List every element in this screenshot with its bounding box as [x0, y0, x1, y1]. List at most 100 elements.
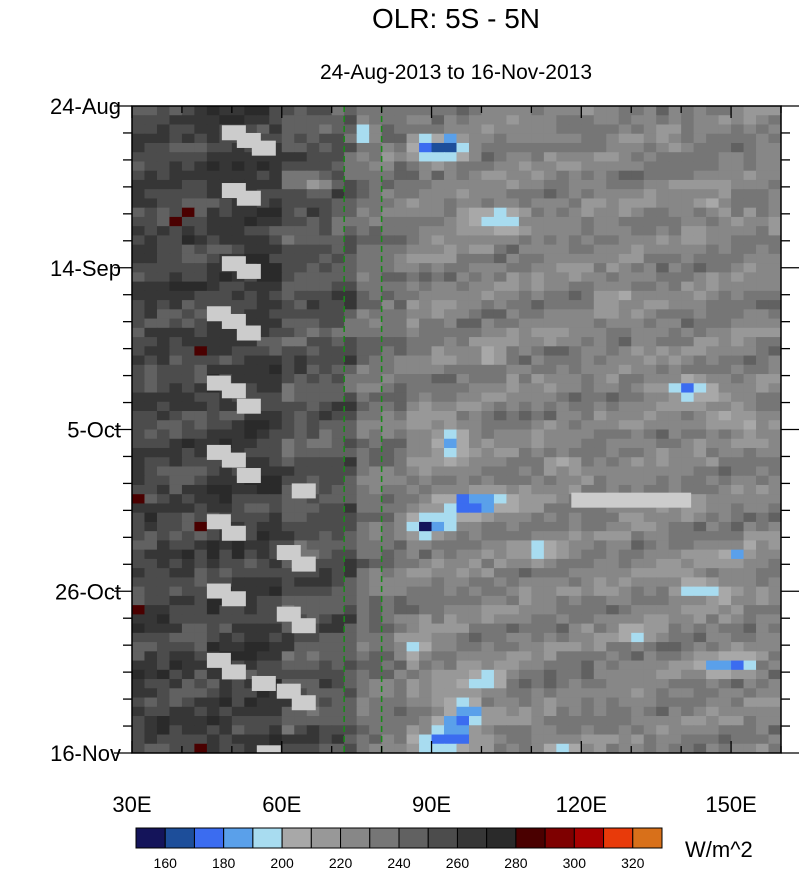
field-cell: [693, 475, 707, 486]
field-cell: [656, 272, 670, 283]
field-cell: [406, 429, 420, 440]
field-cell: [693, 716, 707, 726]
field-cell: [406, 540, 420, 551]
field-cell: [606, 235, 620, 246]
field-cell: [244, 577, 258, 588]
field-cell: [444, 651, 458, 662]
field-cell: [468, 401, 483, 412]
field-cell: [593, 651, 607, 662]
field-cell: [493, 438, 508, 449]
field-cell: [456, 253, 470, 264]
field-cell: [631, 281, 645, 292]
field-cell: [406, 300, 420, 310]
field-cell: [194, 170, 208, 181]
field-cell: [256, 235, 270, 246]
field-cell: [231, 697, 245, 708]
field-cell: [156, 263, 171, 273]
field-cell: [256, 216, 270, 227]
field-cell: [181, 364, 196, 375]
field-cell: [281, 300, 295, 310]
field-cell: [556, 152, 570, 163]
field-cell: [631, 226, 645, 236]
field-cell: [468, 364, 483, 375]
field-cell: [306, 540, 320, 551]
field-cell: [294, 346, 308, 357]
field-cell: [656, 632, 670, 643]
field-cell: [306, 290, 320, 301]
field-cell: [431, 725, 445, 736]
field-cell: [419, 420, 433, 431]
field-cell: [406, 577, 420, 588]
field-cell: [169, 420, 183, 431]
field-cell: [456, 207, 470, 218]
field-cell: [656, 642, 670, 652]
field-cell: [169, 272, 183, 283]
field-cell: [132, 401, 146, 412]
field-cell: [269, 494, 283, 505]
field-cell: [444, 179, 458, 190]
field-cell: [593, 207, 607, 218]
field-cell: [194, 494, 208, 505]
field-cell: [144, 558, 158, 569]
field-cell: [618, 734, 632, 745]
field-cell: [369, 170, 383, 181]
field-cell: [381, 161, 395, 172]
field-cell: [518, 318, 532, 329]
field-cell: [568, 614, 582, 625]
field-cell: [181, 309, 196, 320]
field-cell: [543, 124, 557, 135]
field-cell: [506, 568, 520, 578]
field-cell: [606, 161, 620, 172]
field-cell: [731, 466, 745, 477]
field-cell: [144, 549, 158, 560]
field-cell: [493, 494, 508, 505]
field-cell: [531, 706, 545, 717]
field-cell: [256, 115, 270, 126]
field-cell: [144, 521, 158, 532]
field-cell: [256, 226, 270, 236]
field-cell: [281, 207, 295, 218]
field-cell: [756, 457, 770, 468]
field-cell: [194, 374, 208, 384]
field-cell: [306, 170, 320, 181]
field-cell: [693, 614, 707, 625]
field-cell: [194, 327, 208, 338]
field-cell: [269, 577, 283, 588]
field-cell: [581, 106, 595, 116]
field-cell: [618, 318, 632, 329]
field-cell: [518, 115, 532, 126]
field-cell: [181, 253, 196, 264]
missing-data-patch: [291, 556, 316, 572]
field-cell: [156, 364, 171, 375]
field-cell: [531, 179, 545, 190]
field-cell: [356, 309, 370, 320]
field-cell: [206, 411, 220, 421]
missing-data-patch: [291, 483, 316, 499]
field-cell: [518, 725, 532, 736]
field-cell: [643, 734, 657, 745]
field-cell: [643, 253, 657, 264]
field-cell: [256, 170, 270, 181]
field-cell: [618, 161, 632, 172]
field-cell: [356, 161, 370, 172]
field-cell: [181, 263, 196, 273]
field-cell: [144, 605, 158, 615]
field-cell: [581, 531, 595, 542]
field-cell: [643, 669, 657, 680]
field-cell: [231, 244, 245, 255]
field-cell: [606, 669, 620, 680]
field-cell: [581, 207, 595, 218]
field-cell: [256, 595, 270, 606]
field-cell: [144, 716, 158, 726]
field-cell: [543, 632, 557, 643]
field-cell: [294, 253, 308, 264]
field-cell: [618, 586, 632, 597]
field-cell: [269, 152, 283, 163]
field-cell: [331, 438, 345, 449]
field-cell: [219, 115, 233, 126]
field-cell: [668, 281, 682, 292]
field-cell: [543, 374, 557, 384]
field-cell: [306, 244, 320, 255]
field-cell: [294, 198, 308, 209]
field-cell: [593, 660, 607, 671]
